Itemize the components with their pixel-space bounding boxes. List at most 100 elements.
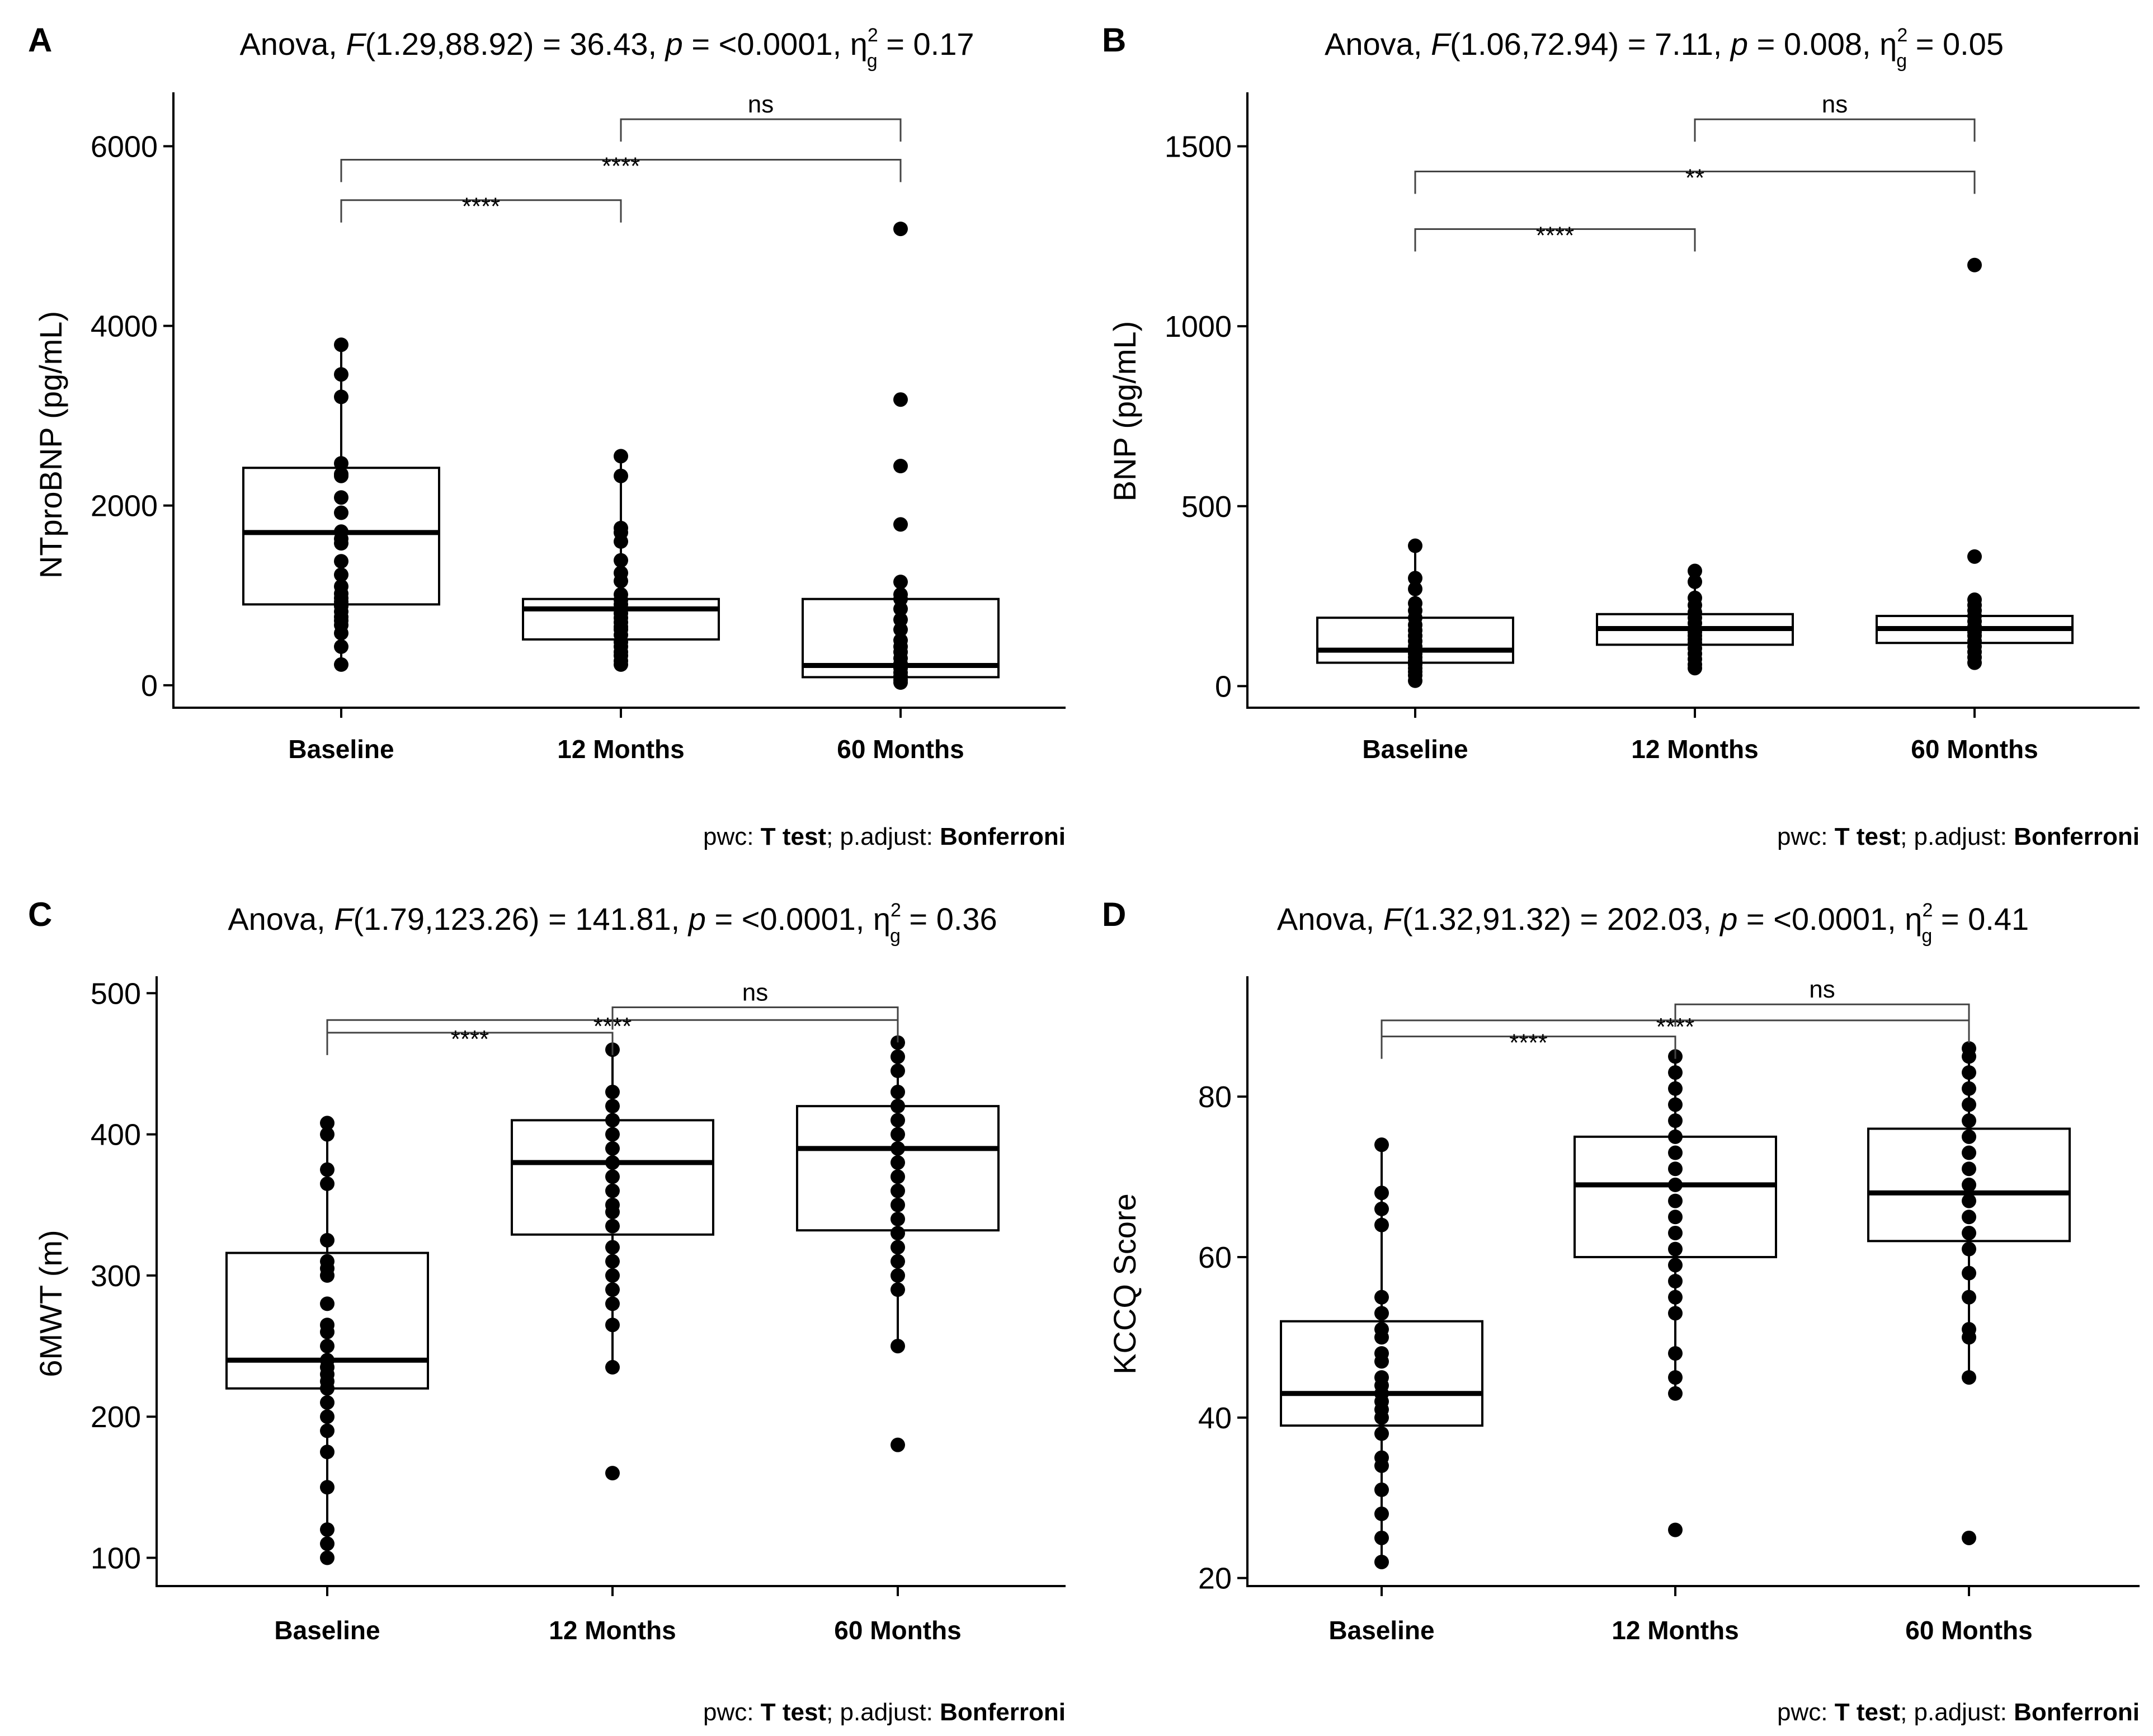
data-point bbox=[1374, 1410, 1389, 1425]
data-point bbox=[891, 1127, 905, 1142]
data-point bbox=[891, 1339, 905, 1354]
y-tick-label: 4000 bbox=[91, 310, 158, 344]
y-tick-label: 0 bbox=[1215, 670, 1232, 703]
data-point bbox=[1688, 574, 1702, 589]
data-point bbox=[1668, 1081, 1683, 1096]
y-tick-label: 100 bbox=[91, 1542, 141, 1575]
data-point bbox=[1962, 1129, 1976, 1144]
data-point bbox=[1408, 581, 1422, 596]
data-point bbox=[893, 392, 908, 407]
y-tick-label: 500 bbox=[91, 977, 141, 1010]
x-tick-label: Baseline bbox=[274, 1616, 380, 1645]
method-caption: pwc: T test; p.adjust: Bonferroni bbox=[703, 1699, 1066, 1726]
significance-label: **** bbox=[1509, 1029, 1548, 1057]
data-point bbox=[614, 657, 628, 672]
data-point bbox=[614, 553, 628, 568]
panel-letter: B bbox=[1102, 21, 1126, 59]
data-point bbox=[334, 625, 348, 641]
data-point bbox=[1374, 1482, 1389, 1497]
y-tick-label: 400 bbox=[91, 1118, 141, 1152]
panel-letter: C bbox=[28, 896, 52, 933]
data-point bbox=[1967, 549, 1982, 564]
data-point bbox=[605, 1268, 620, 1283]
data-point bbox=[1962, 1530, 1976, 1545]
data-point bbox=[1408, 538, 1422, 553]
panel-d: D Anova, F(1.32,91.32) = 202.03, p = <0.… bbox=[1102, 896, 2140, 1726]
y-tick-label: 0 bbox=[141, 669, 158, 703]
data-point bbox=[1962, 1049, 1976, 1064]
significance-label: ns bbox=[742, 979, 768, 1006]
method-caption: pwc: T test; p.adjust: Bonferroni bbox=[703, 823, 1066, 850]
data-point bbox=[1668, 1346, 1683, 1361]
x-tick-label: Baseline bbox=[288, 735, 394, 764]
y-tick-label: 500 bbox=[1181, 490, 1232, 524]
data-point bbox=[891, 1197, 905, 1212]
data-point bbox=[1962, 1161, 1976, 1177]
plot-area: 100 200 300 400 500 Baseline 12 Months 60 Month… bbox=[91, 976, 1066, 1645]
significance-label: ** bbox=[1685, 164, 1704, 192]
data-point bbox=[334, 337, 348, 352]
panel-b: B Anova, F(1.06,72.94) = 7.11, p = 0.008… bbox=[1102, 21, 2140, 850]
data-point bbox=[614, 534, 628, 549]
y-tick-label: 2000 bbox=[91, 490, 158, 523]
data-point bbox=[891, 1169, 905, 1184]
significance-bracket bbox=[326, 1032, 614, 1055]
data-point bbox=[605, 1318, 620, 1333]
significance-bracket bbox=[1414, 171, 1976, 194]
data-point bbox=[1967, 655, 1982, 670]
data-point bbox=[1668, 1306, 1683, 1321]
data-point bbox=[320, 1268, 335, 1283]
data-point bbox=[334, 536, 348, 551]
data-point bbox=[334, 468, 348, 483]
data-point bbox=[891, 1282, 905, 1297]
data-point bbox=[891, 1437, 905, 1452]
data-point bbox=[320, 1550, 335, 1565]
data-point bbox=[320, 1162, 335, 1177]
data-point bbox=[1374, 1530, 1389, 1545]
significance-bracket bbox=[1694, 118, 1976, 142]
data-point bbox=[893, 459, 908, 474]
data-point bbox=[1962, 1177, 1976, 1192]
y-axis-label: NTproBNP (pg/mL) bbox=[33, 311, 68, 578]
x-tick-label: Baseline bbox=[1362, 735, 1468, 764]
method-caption: pwc: T test; p.adjust: Bonferroni bbox=[1777, 1699, 2140, 1726]
data-point bbox=[605, 1084, 620, 1099]
data-point bbox=[1408, 673, 1422, 688]
data-point bbox=[893, 601, 908, 617]
significance-label: ns bbox=[1822, 91, 1848, 118]
y-axis-label: BNP (pg/mL) bbox=[1107, 321, 1142, 502]
data-point bbox=[893, 575, 908, 590]
data-point bbox=[1962, 1290, 1976, 1305]
chart-title: Anova, F(1.32,91.32) = 202.03, p = <0.00… bbox=[1277, 900, 2029, 947]
data-point bbox=[334, 639, 348, 654]
data-point bbox=[891, 1155, 905, 1170]
data-point bbox=[334, 367, 348, 382]
data-point bbox=[891, 1113, 905, 1128]
data-point bbox=[1962, 1193, 1976, 1208]
x-tick-label: 60 Months bbox=[1905, 1616, 2032, 1645]
data-point bbox=[1962, 1241, 1976, 1257]
panel-letter: D bbox=[1102, 896, 1126, 933]
data-point bbox=[1668, 1177, 1683, 1192]
data-point bbox=[1962, 1330, 1976, 1345]
data-point bbox=[605, 1155, 620, 1170]
data-point bbox=[320, 1395, 335, 1410]
data-point bbox=[1962, 1265, 1976, 1281]
significance-bracket bbox=[611, 1006, 899, 1030]
data-point bbox=[1668, 1161, 1683, 1177]
data-point bbox=[605, 1282, 620, 1297]
data-point bbox=[320, 1522, 335, 1537]
data-point bbox=[1962, 1225, 1976, 1240]
data-point bbox=[1668, 1193, 1683, 1208]
plot-area: 0 2000 4000 6000 Baseline 12 Months 60 Months *… bbox=[91, 91, 1066, 764]
chart-title: Anova, F(1.79,123.26) = 141.81, p = <0.0… bbox=[228, 900, 997, 947]
data-point bbox=[614, 468, 628, 483]
data-point bbox=[1374, 1137, 1389, 1152]
significance-label: **** bbox=[1536, 222, 1575, 249]
x-tick-label: Baseline bbox=[1328, 1616, 1434, 1645]
data-point bbox=[334, 657, 348, 672]
data-point bbox=[891, 1099, 905, 1114]
data-point bbox=[320, 1127, 335, 1142]
data-point bbox=[1374, 1217, 1389, 1232]
